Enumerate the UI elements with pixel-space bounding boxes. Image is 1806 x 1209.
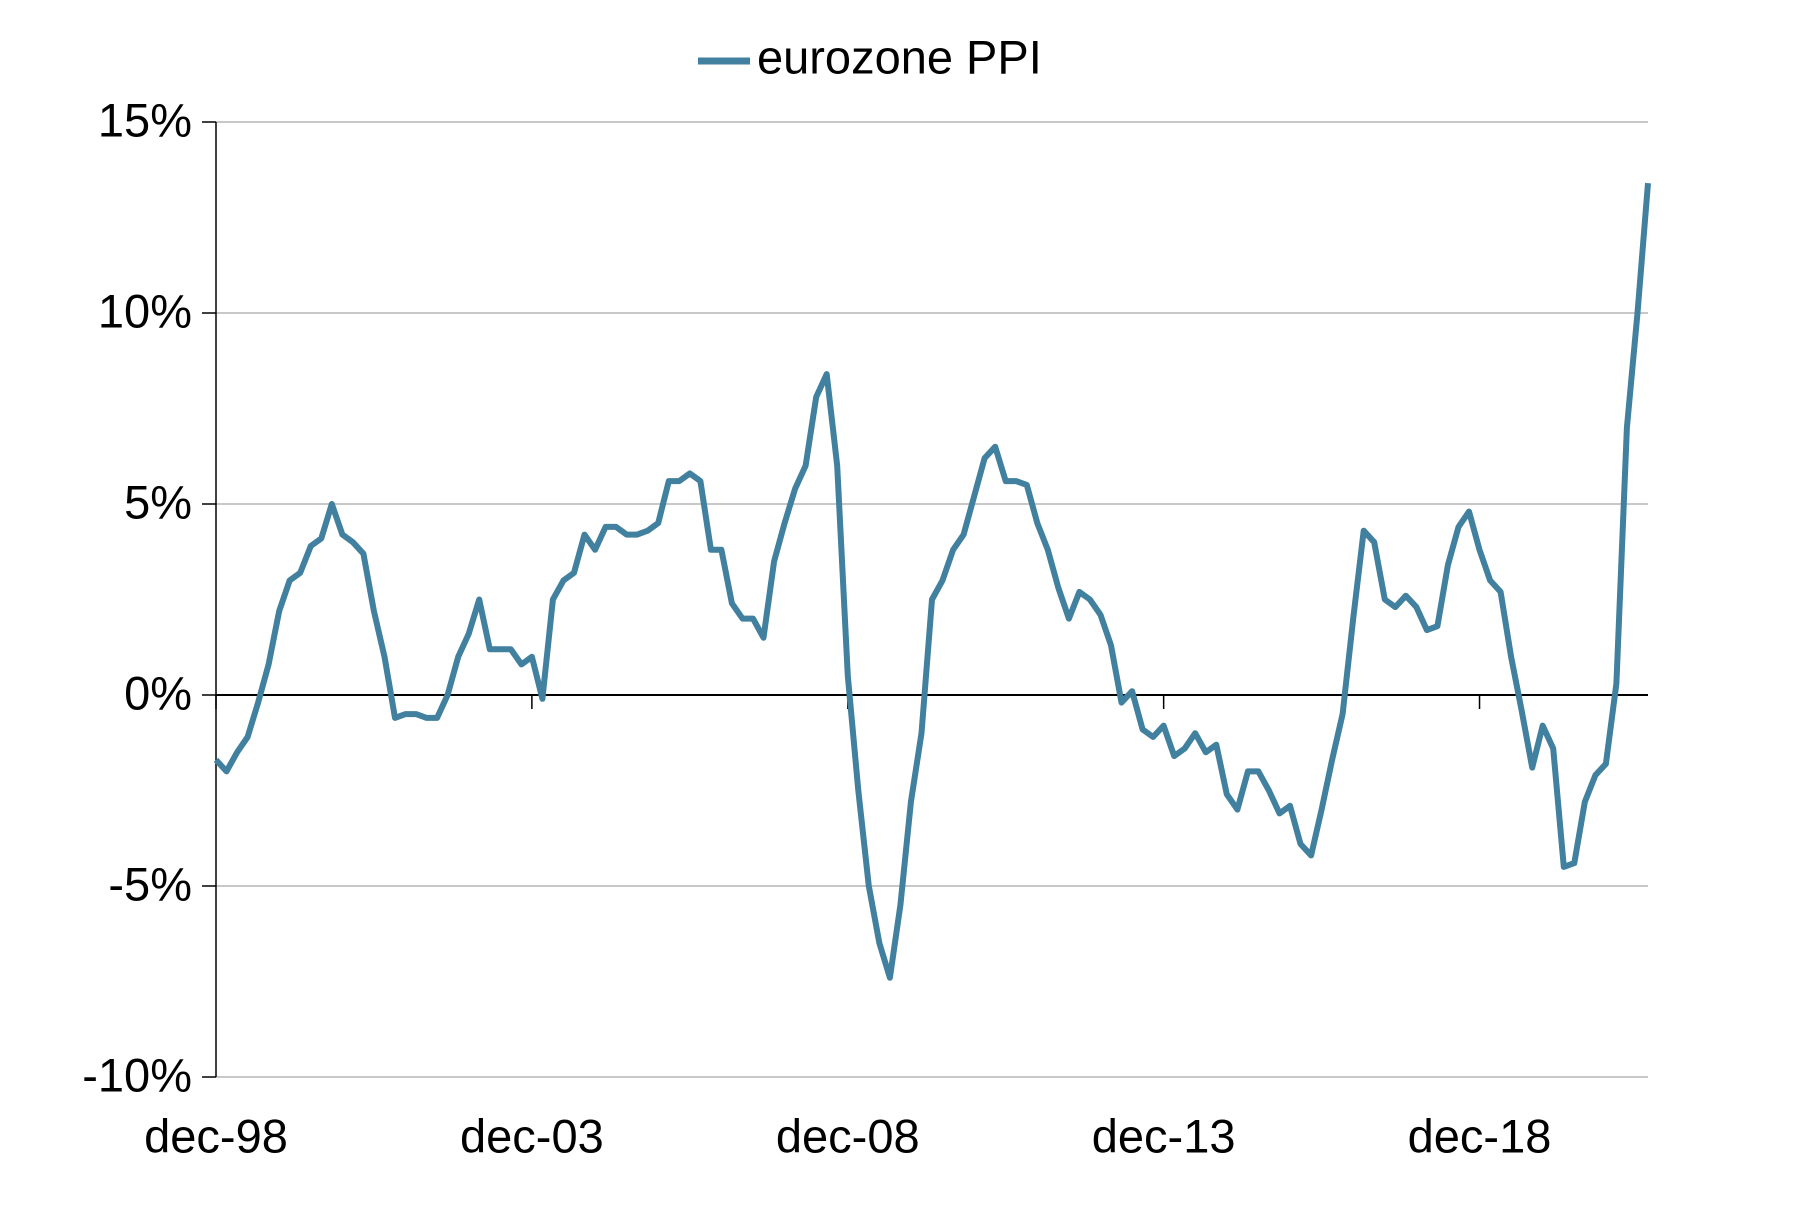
legend-label: eurozone PPI bbox=[757, 30, 1042, 83]
y-tick-label: 10% bbox=[98, 284, 192, 337]
y-tick-label: 15% bbox=[98, 93, 192, 146]
y-tick-label: -10% bbox=[82, 1048, 192, 1101]
x-tick-label: dec-13 bbox=[1092, 1109, 1236, 1162]
x-tick-label: dec-03 bbox=[460, 1109, 604, 1162]
x-tick-label: dec-18 bbox=[1408, 1109, 1552, 1162]
x-tick-label: dec-98 bbox=[144, 1109, 288, 1162]
x-tick-label: dec-08 bbox=[776, 1109, 920, 1162]
y-tick-label: 0% bbox=[124, 666, 192, 719]
y-tick-label: -5% bbox=[108, 857, 192, 910]
y-tick-label: 5% bbox=[124, 475, 192, 528]
line-series bbox=[213, 182, 1651, 981]
